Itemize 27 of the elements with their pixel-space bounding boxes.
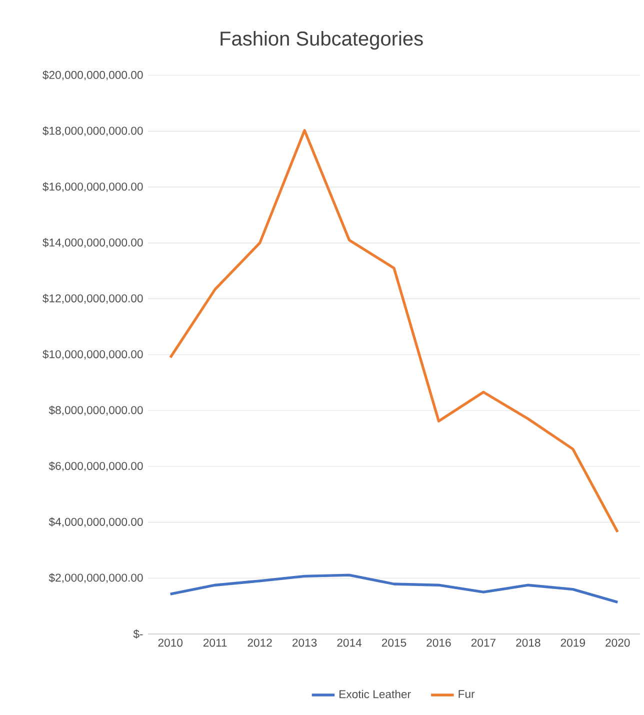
y-tick-label: $6,000,000,000.00: [48, 461, 143, 472]
y-tick-label: $12,000,000,000.00: [42, 294, 143, 304]
y-tick-label: $2,000,000,000.00: [48, 573, 143, 584]
x-tick-label: 2018: [516, 638, 540, 647]
y-tick-label: $8,000,000,000.00: [48, 406, 143, 416]
legend-label: Fur: [458, 690, 475, 698]
y-tick-label: $10,000,000,000.00: [42, 350, 143, 360]
x-tick-label: 2014: [337, 638, 362, 647]
x-tick-label: 2017: [471, 638, 496, 647]
y-tick-label: $20,000,000,000.00: [42, 70, 143, 80]
y-tick-label: $16,000,000,000.00: [42, 182, 143, 192]
y-tick-label: $4,000,000,000.00: [48, 517, 143, 528]
x-tick-label: 2010: [158, 638, 183, 647]
y-tick-label: $18,000,000,000.00: [42, 126, 143, 136]
chart-title: Fashion Subcategories: [220, 31, 423, 50]
y-tick-label: $-: [133, 629, 143, 639]
y-tick-label: $14,000,000,000.00: [42, 238, 143, 248]
x-tick-label: 2015: [382, 638, 406, 647]
line-series: [169, 129, 619, 534]
x-tick-label: 2020: [606, 638, 630, 647]
x-tick-label: 2016: [426, 638, 451, 647]
x-tick-label: 2012: [248, 638, 272, 647]
x-tick-label: 2013: [292, 638, 317, 647]
line-series: [169, 574, 619, 604]
legend-label: Exotic Leather: [340, 690, 411, 698]
x-tick-label: 2019: [560, 638, 585, 647]
x-tick-label: 2011: [203, 638, 227, 647]
